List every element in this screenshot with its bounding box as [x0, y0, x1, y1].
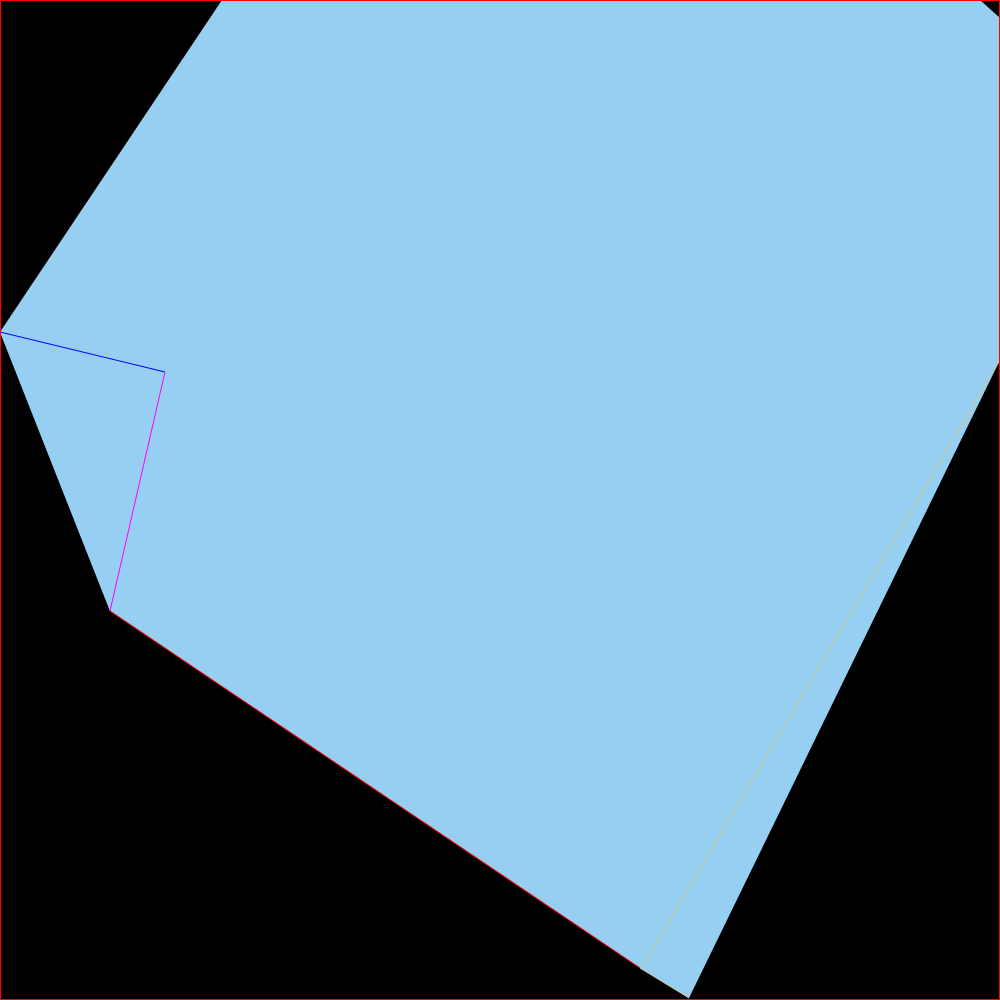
fold-line-side [109, 371, 166, 612]
crease-line [641, 359, 1000, 969]
fold-line-top [0, 331, 166, 373]
bottom-edge-line [109, 610, 641, 969]
bottom-tip-line [639, 967, 690, 999]
folded-flap [0, 332, 165, 611]
